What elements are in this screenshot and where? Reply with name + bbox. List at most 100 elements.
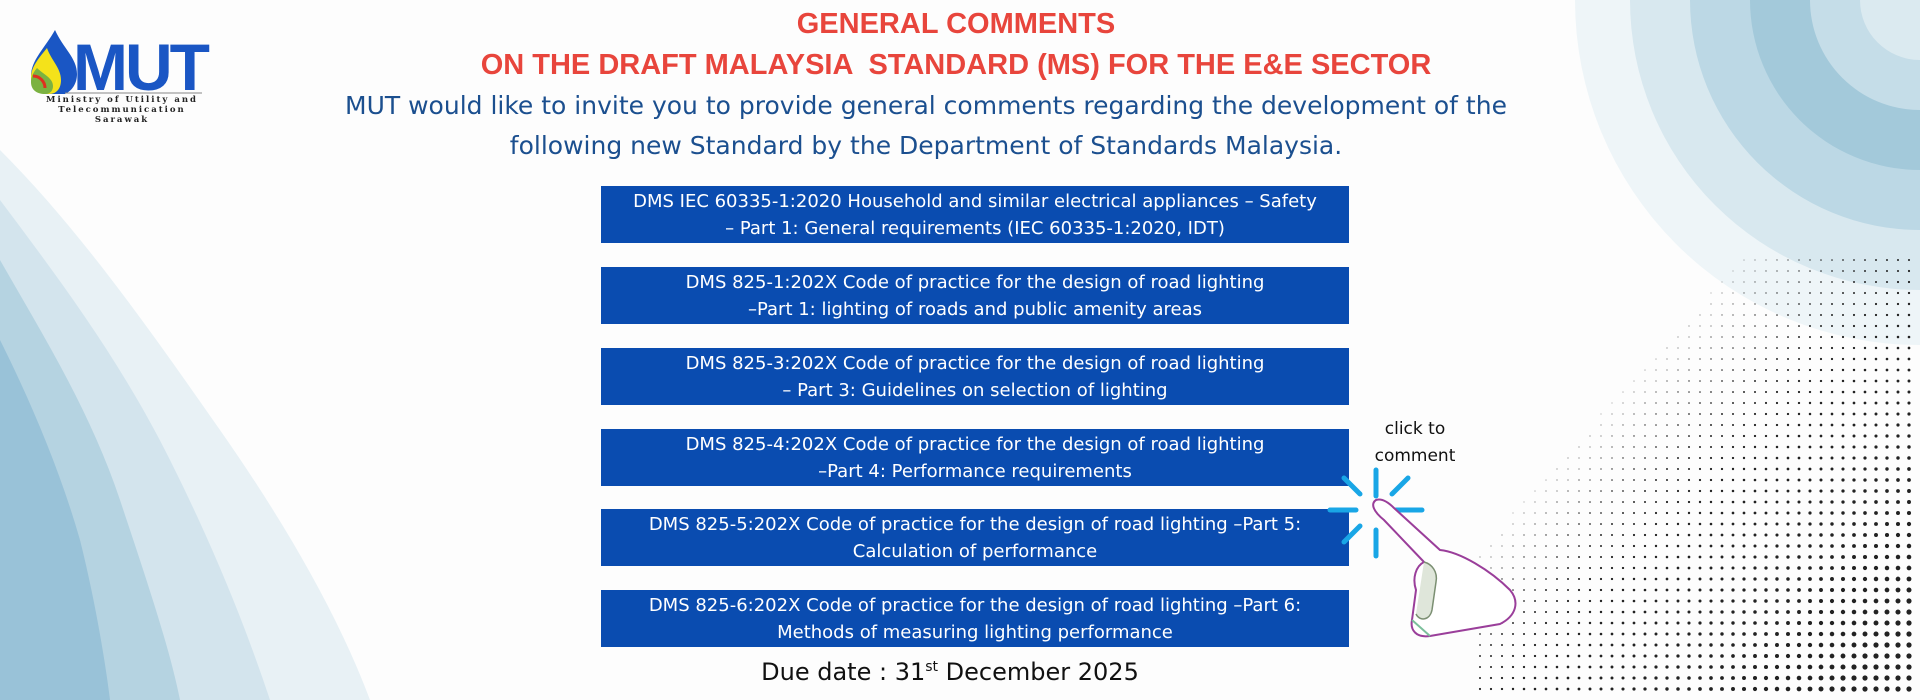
dot [1874,522,1878,526]
dot [1741,686,1747,692]
dot [1501,567,1503,569]
dot [1621,588,1625,592]
dot [1709,511,1713,515]
standard-link-825-6[interactable]: DMS 825-6:202X Code of practice for the … [601,590,1349,647]
dot [1633,468,1635,470]
dot [1819,533,1823,537]
dot [1732,336,1734,338]
standard-link-825-5[interactable]: DMS 825-5:202X Code of practice for the … [601,509,1349,566]
dot [1523,556,1525,558]
dot [1676,621,1680,625]
dot [1721,325,1723,327]
dot [1829,598,1835,604]
dot [1720,500,1724,504]
dot [1523,578,1525,580]
dot [1709,555,1713,559]
standard-link-iec-60335-1[interactable]: DMS IEC 60335-1:2020 Household and simil… [601,186,1349,243]
dot [1687,467,1691,471]
dot [1566,610,1570,614]
dot [1907,302,1911,306]
dot [1774,675,1780,681]
dot [1753,544,1757,548]
dot [1732,358,1734,360]
dot [1764,555,1768,559]
dot [1632,544,1636,548]
dot [1906,554,1912,560]
dot [1842,270,1844,272]
dot [1742,401,1746,405]
due-date-rest: December 2025 [938,658,1139,686]
dot [1884,609,1890,615]
dot [1884,554,1890,560]
dot [1808,357,1812,361]
dot [1698,665,1702,669]
dot-pattern [1478,258,1912,692]
page-title-line1: GENERAL COMMENTS [796,8,1116,40]
dot [1874,478,1878,482]
dot [1874,511,1878,515]
due-date: Due date : 31st December 2025 [600,658,1300,686]
dot [1677,457,1679,459]
dot [1852,500,1856,504]
dot [1577,687,1581,691]
dot [1775,434,1779,438]
dot [1895,565,1901,571]
dot [1632,599,1636,603]
dot [1621,533,1625,537]
dot [1820,270,1822,272]
dot [1556,567,1558,569]
dot [1644,435,1646,437]
dot [1895,686,1901,692]
dot [1566,654,1570,658]
dot [1853,281,1855,283]
dot [1677,435,1679,437]
dot [1566,676,1570,680]
dot [1578,501,1580,503]
dot [1862,686,1868,692]
hint-line2: comment [1374,446,1456,466]
dot [1610,632,1614,636]
dot [1885,313,1889,317]
dot [1776,336,1778,338]
dot [1754,336,1756,338]
dot [1709,522,1713,526]
dot [1511,643,1515,647]
dot [1896,445,1900,449]
dot [1896,313,1900,317]
standard-link-825-1[interactable]: DMS 825-1:202X Code of practice for the … [601,267,1349,324]
dot [1676,643,1680,647]
dot [1610,555,1614,559]
dot [1588,687,1592,691]
dot [1643,632,1647,636]
dot [1786,632,1790,636]
dot [1676,588,1680,592]
dot [1831,314,1833,316]
dot [1776,303,1778,305]
standard-link-825-3[interactable]: DMS 825-3:202X Code of practice for the … [601,348,1349,405]
dot [1523,523,1525,525]
dot [1851,587,1857,593]
dot [1688,446,1690,448]
dot [1841,390,1845,394]
dot [1732,292,1734,294]
dot [1830,467,1834,471]
dot [1578,567,1580,569]
dot [1754,303,1756,305]
dot [1829,609,1835,615]
dot [1798,259,1800,261]
dot [1698,478,1702,482]
dot [1840,664,1846,670]
dot [1621,599,1625,603]
dot [1556,578,1558,580]
standard-line2: Methods of measuring lighting performanc… [777,621,1173,643]
dot [1852,533,1856,537]
dot [1732,369,1734,371]
dot [1851,686,1857,692]
dot [1677,380,1679,382]
dot [1600,424,1602,426]
dot [1776,314,1778,316]
dot [1763,675,1769,681]
dot [1798,270,1800,272]
dot [1896,346,1900,350]
standard-link-825-4[interactable]: DMS 825-4:202X Code of practice for the … [601,429,1349,486]
